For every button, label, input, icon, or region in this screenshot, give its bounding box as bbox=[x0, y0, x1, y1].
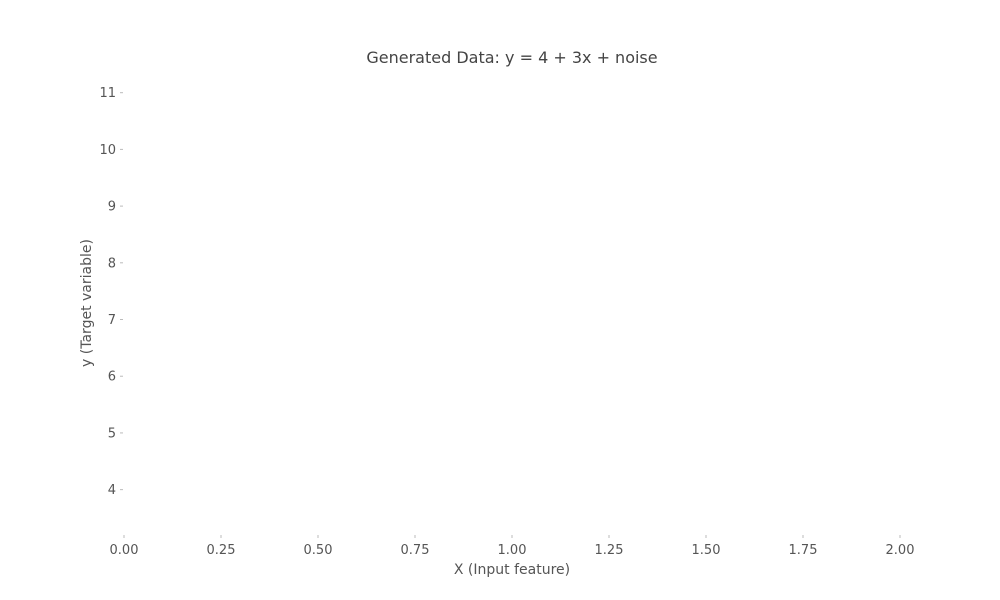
x-tick-label: 1.50 bbox=[692, 543, 721, 558]
x-axis-title: X (Input feature) bbox=[454, 562, 570, 578]
x-tick-label: 0.75 bbox=[401, 543, 430, 558]
y-tick-label: 4 bbox=[108, 483, 116, 498]
x-tick-label: 1.00 bbox=[498, 543, 527, 558]
y-tick-label: 7 bbox=[108, 313, 116, 328]
chart-title: Generated Data: y = 4 + 3x + noise bbox=[366, 48, 657, 67]
y-tick-label: 9 bbox=[108, 200, 116, 215]
x-tick-label: 1.75 bbox=[789, 543, 818, 558]
x-tick-label: 1.25 bbox=[595, 543, 624, 558]
y-axis-title: y (Target variable) bbox=[79, 239, 95, 367]
y-tick-label: 5 bbox=[108, 426, 116, 441]
x-tick-label: 0.00 bbox=[110, 543, 139, 558]
y-tick-label: 8 bbox=[108, 256, 116, 271]
y-tick-label: 11 bbox=[99, 86, 116, 101]
y-axis: 4 5 6 7 8 9 10 11 bbox=[99, 86, 123, 498]
x-tick-label: 0.25 bbox=[207, 543, 236, 558]
x-axis: 0.00 0.25 0.50 0.75 1.00 1.25 1.50 1.75 2.00 bbox=[110, 535, 915, 558]
y-tick-label: 6 bbox=[108, 370, 116, 385]
x-tick-label: 0.50 bbox=[304, 543, 333, 558]
y-tick-label: 10 bbox=[99, 143, 116, 158]
x-tick-label: 2.00 bbox=[886, 543, 915, 558]
